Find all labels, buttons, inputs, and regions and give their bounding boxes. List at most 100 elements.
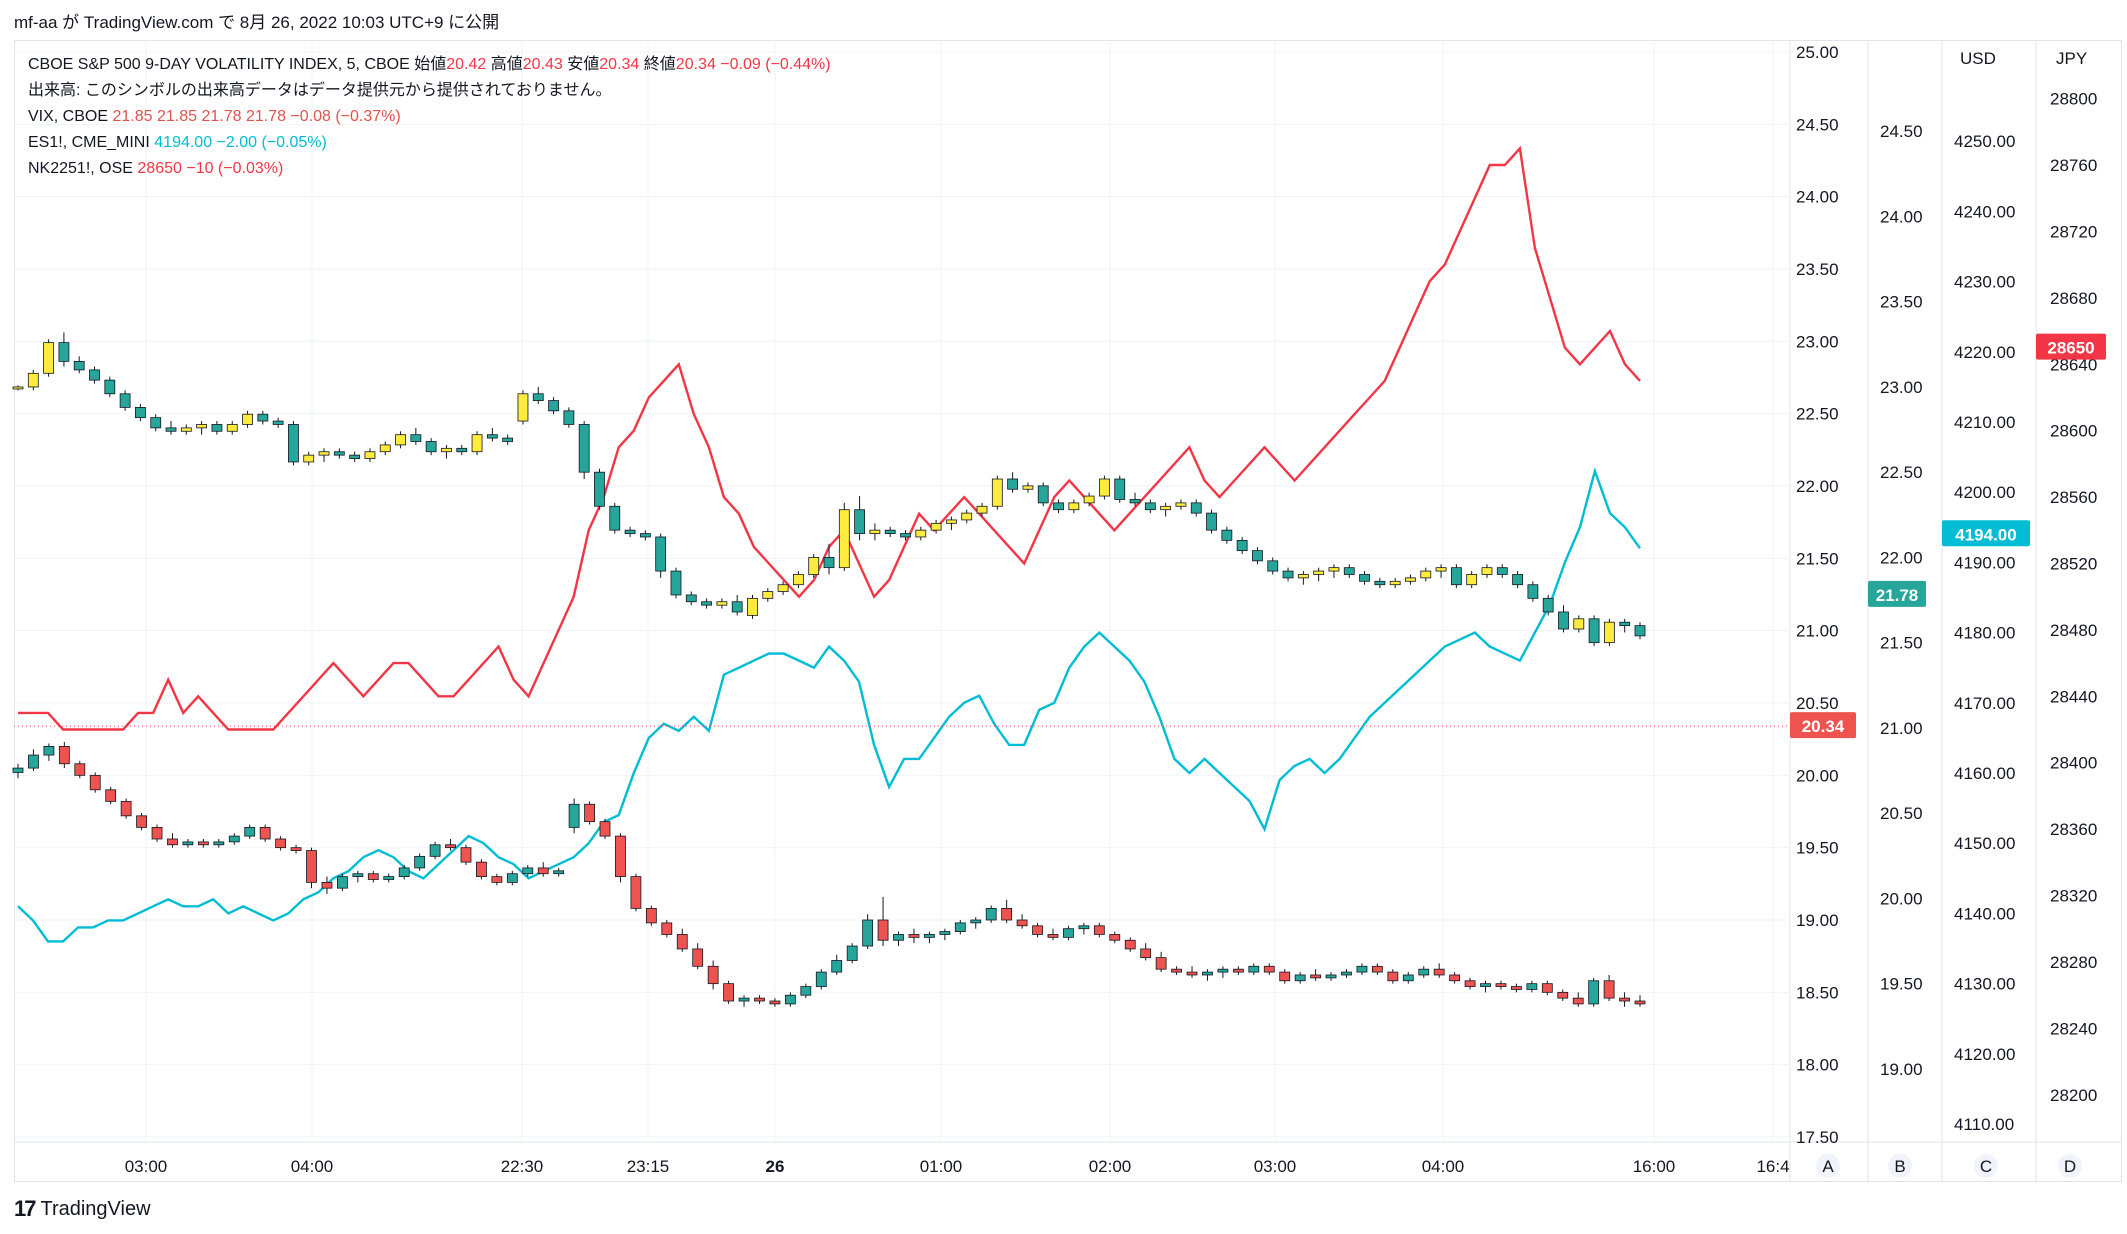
axis-a-tick: 21.50 (1796, 549, 1839, 568)
vix9d-candle-body (692, 948, 704, 967)
vix-candle-body (1129, 499, 1141, 504)
vix-candle-body (1037, 485, 1049, 504)
axis-d-tick: 28520 (2050, 554, 2097, 573)
vix9d-candle-body (1140, 948, 1152, 959)
axis-d-tick: 28680 (2050, 289, 2097, 308)
vix-candle-body (517, 393, 529, 422)
chart-area[interactable] (14, 40, 2122, 1182)
axis-a-tick: 21.00 (1796, 622, 1839, 641)
vix-candle-body (670, 570, 682, 596)
vix-candle-body (1481, 567, 1493, 575)
vix9d-candle-body (58, 746, 70, 765)
axis-a-tick: 18.50 (1796, 983, 1839, 1002)
vix9d-candle-body (1464, 980, 1476, 987)
axis-d-tick: 28400 (2050, 754, 2097, 773)
vix-candle-body (1236, 539, 1248, 552)
vix9d-candle-body (1619, 997, 1630, 1002)
time-axis-label: 04:00 (1422, 1157, 1465, 1176)
vix-candle-body (395, 434, 406, 446)
vix9d-candle-body (352, 873, 364, 877)
vix-candle-body (961, 512, 973, 521)
vix-candle-body (1267, 560, 1279, 572)
vix9d-last-price-tag: 20.34 (1802, 717, 1845, 736)
axis-letter-button[interactable] (1974, 1154, 1998, 1178)
axis-d-tick: 28280 (2050, 953, 2097, 972)
tradingview-footer[interactable]: 17 TradingView (14, 1196, 151, 1222)
vix9d-candle-body (336, 876, 348, 889)
vix9d-candle-body (290, 847, 302, 851)
vix9d-candle-body (28, 754, 39, 769)
legend-vix-series[interactable]: VIX, CBOE 21.85 21.85 21.78 21.78 −0.08 … (28, 104, 831, 130)
axis-letter-button[interactable] (2058, 1154, 2082, 1178)
vix9d-candle-body (167, 838, 178, 846)
axis-b-tick: 19.50 (1880, 975, 1923, 994)
vix-candle-body (211, 424, 223, 432)
vix-candle-body (1068, 502, 1080, 511)
vix-candle-body (1206, 512, 1217, 531)
axis-a-tick: 19.00 (1796, 911, 1839, 930)
axis-c-tick: 4140.00 (1954, 904, 2015, 923)
legend-main-series[interactable]: CBOE S&P 500 9-DAY VOLATILITY INDEX, 5, … (28, 52, 831, 78)
vix9d-candle-body (970, 919, 982, 924)
vix-candle-body (1022, 485, 1034, 490)
vix-candle-body (946, 519, 957, 524)
axis-letter-C[interactable]: C (1980, 1157, 1992, 1176)
axis-d-tick: 28720 (2050, 222, 2097, 241)
tradingview-brand: TradingView (40, 1197, 151, 1220)
vix9d-candle-body (985, 908, 997, 921)
vix-candle-body (777, 584, 789, 592)
axis-d-tick: 28320 (2050, 887, 2097, 906)
vix9d-candle-body (306, 850, 317, 883)
axis-c-unit: USD (1960, 49, 1996, 68)
vix-candle-body (456, 447, 468, 453)
vix9d-candle-body (939, 931, 951, 935)
vix-candle-body (594, 471, 605, 507)
legend-es-series[interactable]: ES1!, CME_MINI 4194.00 −2.00 (−0.05%) (28, 130, 831, 156)
axis-letter-button[interactable] (1888, 1154, 1912, 1178)
vix-candle-body (1542, 597, 1554, 613)
vix9d-candle-body (800, 986, 812, 996)
vix-candle-body (639, 533, 651, 538)
vix9d-candle-body (522, 867, 534, 875)
axis-b-tick: 22.50 (1880, 463, 1923, 482)
vix9d-candle-body (476, 861, 487, 878)
vix-candle-body (257, 413, 269, 422)
vix-candle-body (1466, 574, 1478, 586)
axis-a-tick: 17.50 (1796, 1128, 1839, 1147)
time-axis-label: 16:4 (1756, 1157, 1789, 1176)
vix9d-candle-body (1449, 974, 1461, 982)
vix9d-candle-body (784, 994, 796, 1005)
vix9d-candle-body (1232, 968, 1244, 973)
vix-candle-body (1007, 478, 1019, 490)
vix9d-candle-body (862, 919, 874, 947)
vix-candle-body (808, 557, 820, 575)
axis-c-tick: 4240.00 (1954, 202, 2015, 221)
axis-d-tick: 28360 (2050, 820, 2097, 839)
nk-last-price-tag: 28650 (2047, 339, 2094, 358)
axis-letter-button[interactable] (1816, 1154, 1840, 1178)
time-axis-label: 23:15 (627, 1157, 670, 1176)
axis-c-tick: 4210.00 (1954, 413, 2015, 432)
vix-candle-body (303, 454, 315, 463)
vix-candle-body (716, 601, 728, 606)
axis-letter-B[interactable]: B (1894, 1157, 1905, 1176)
vix9d-candle-body (1001, 908, 1013, 921)
axis-letter-A[interactable]: A (1822, 1157, 1834, 1176)
legend-nk-series[interactable]: NK2251!, OSE 28650 −10 (−0.03%) (28, 156, 831, 182)
legend-nk-symbol: NK2251!, OSE (28, 160, 133, 177)
chart-legend: CBOE S&P 500 9-DAY VOLATILITY INDEX, 5, … (28, 52, 831, 182)
time-axis-label: 01:00 (920, 1157, 963, 1176)
vix9d-candle-body (1063, 928, 1074, 938)
vix-candle-body (838, 509, 850, 569)
vix-candle-body (1053, 502, 1064, 511)
vix9d-candle-body (506, 873, 518, 883)
axis-c-tick: 4190.00 (1954, 553, 2015, 572)
vix-last-price-tag-bg (1868, 580, 1926, 607)
vix9d-candle-body (831, 960, 843, 973)
axis-letter-D[interactable]: D (2064, 1157, 2076, 1176)
vix-candle-body (89, 369, 100, 381)
vix9d-candle-body (1032, 925, 1043, 935)
axis-c-tick: 4130.00 (1954, 975, 2015, 994)
vix9d-candle-body (1294, 974, 1306, 982)
